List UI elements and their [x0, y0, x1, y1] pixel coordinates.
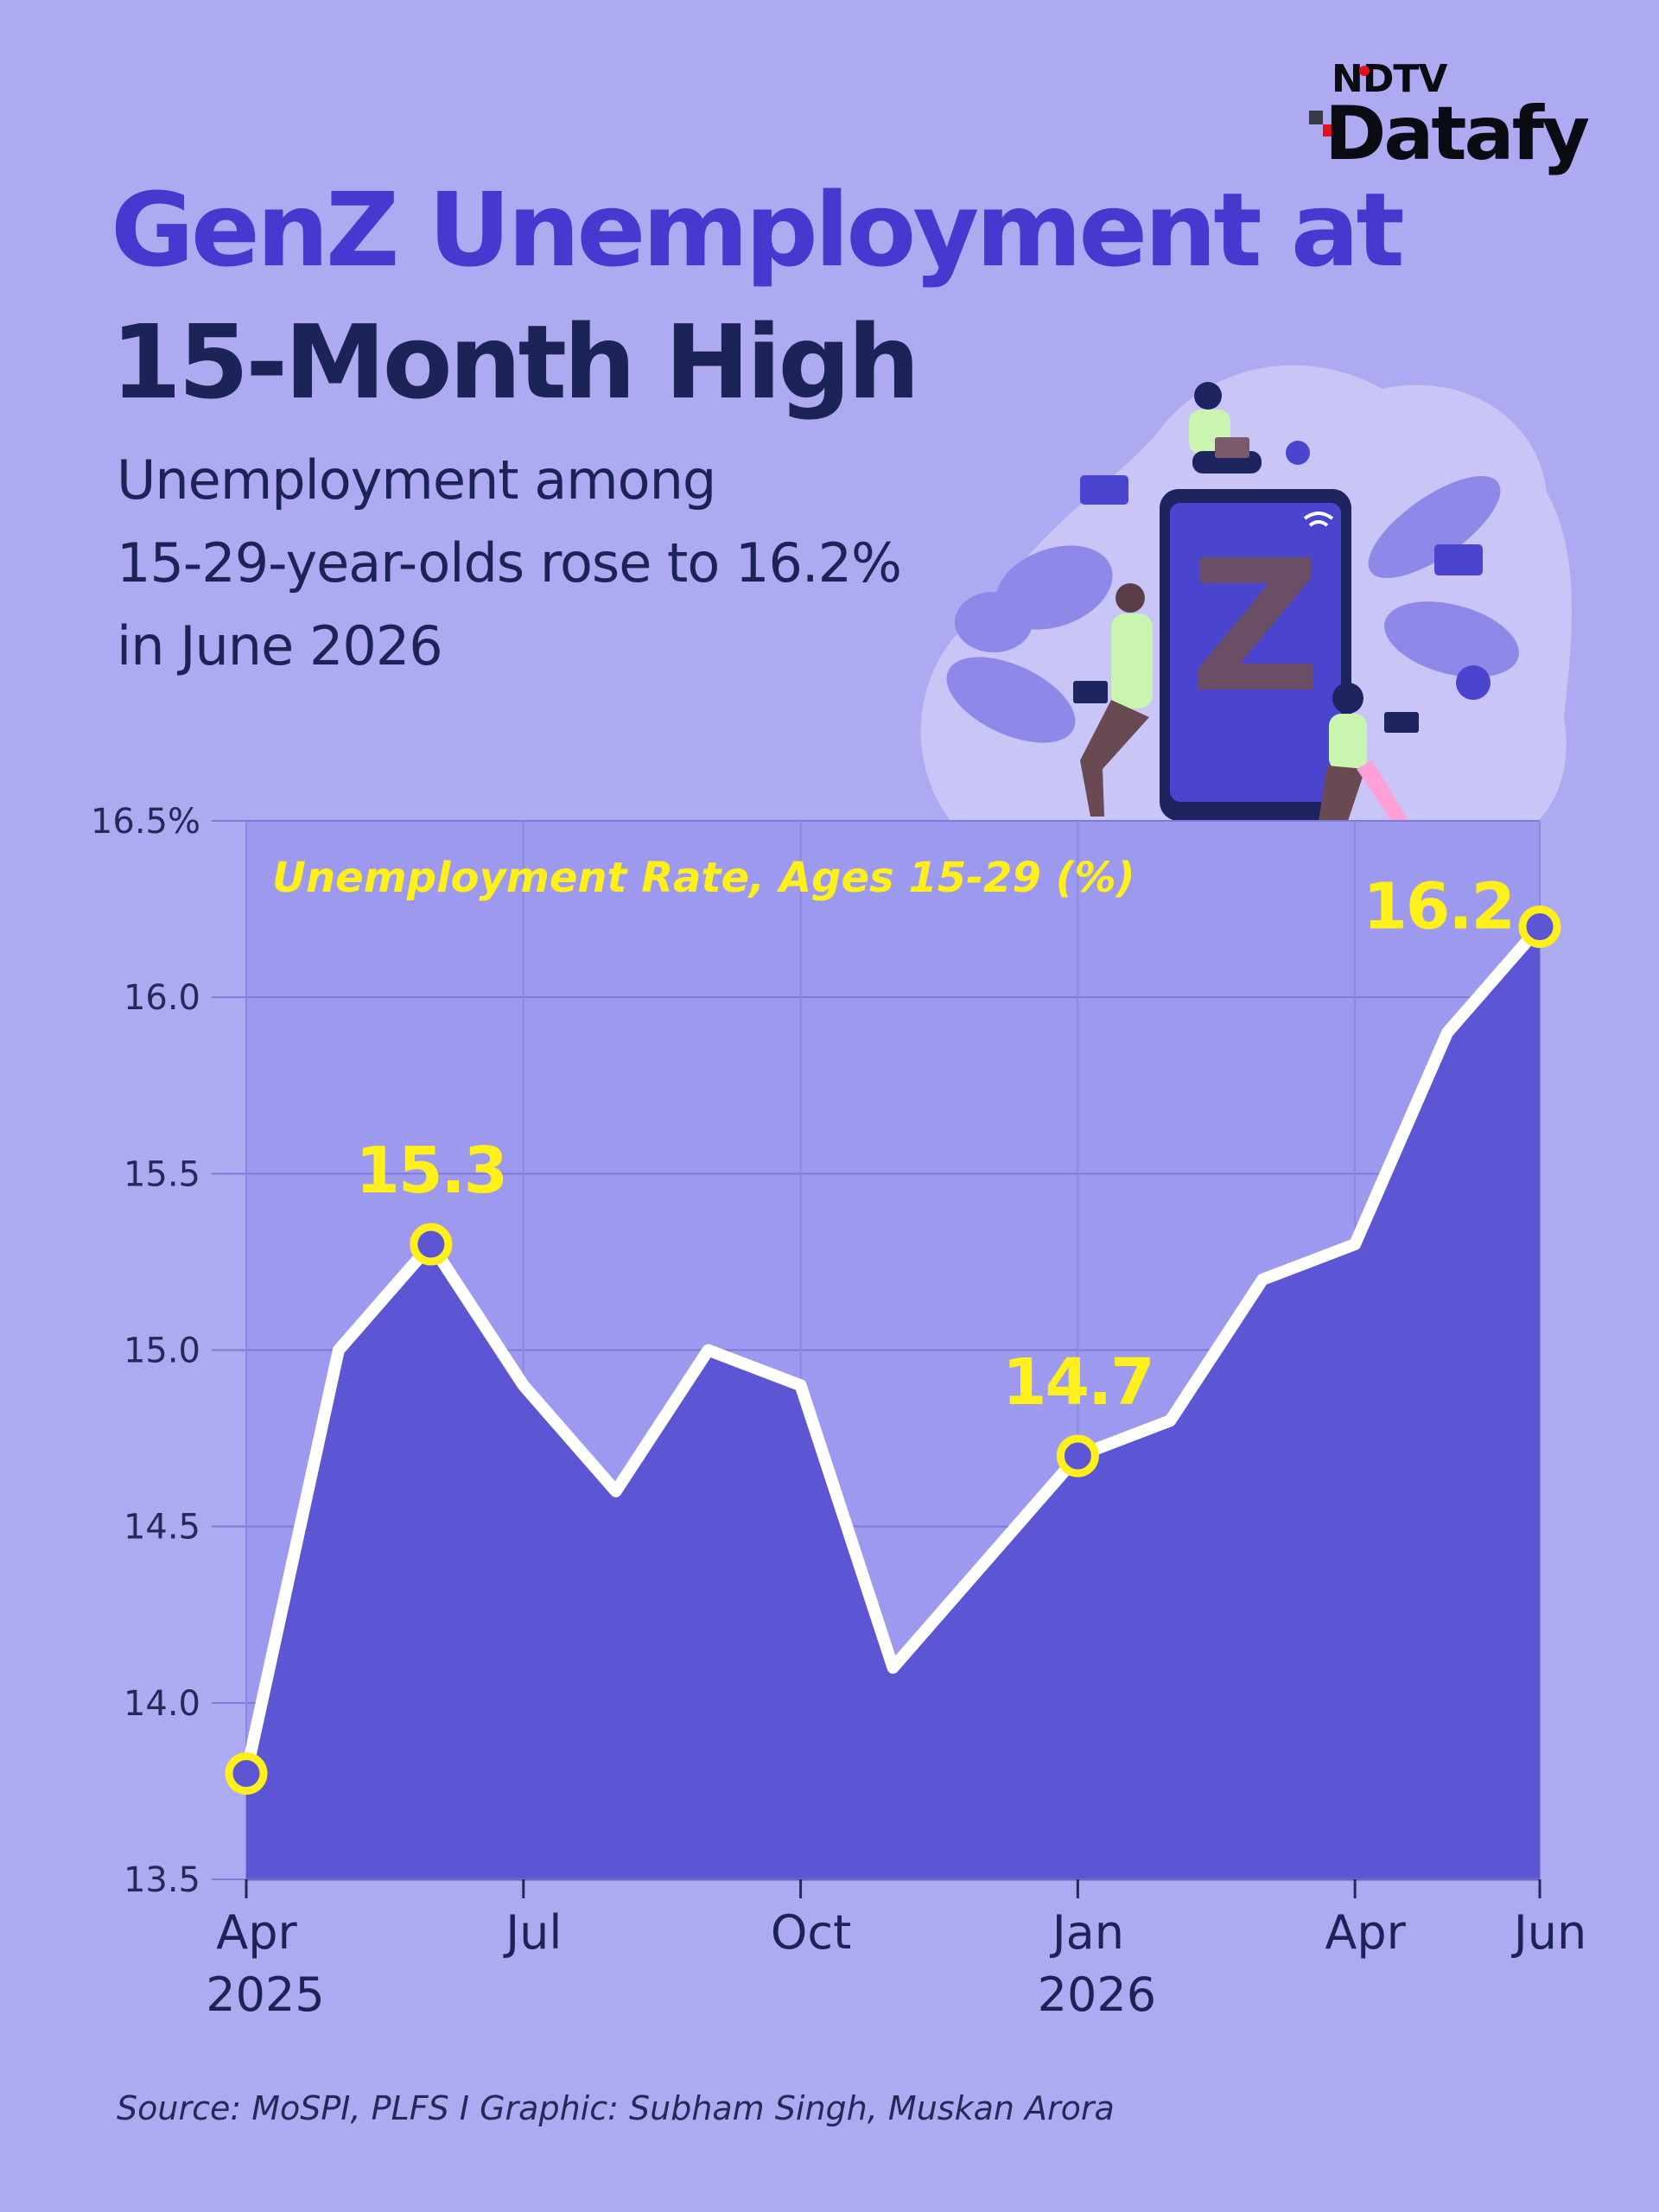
chart-title: Unemployment Rate, Ages 15-29 (%): [272, 854, 1135, 902]
logo-red-square: [1323, 124, 1335, 137]
logo-red-dot: [1359, 66, 1370, 76]
y-tick-label: 14.5: [124, 1508, 200, 1548]
y-axis: 16.5% 16.0 15.5 15.0 14.5 14.0 13.5: [91, 802, 200, 1900]
subtitle: Unemployment among 15-29-year-olds rose …: [117, 439, 946, 688]
x-tick-label: Jul: [503, 1905, 562, 1960]
title-line-1: GenZ Unemployment at: [111, 170, 1405, 289]
logo-grey-square: [1309, 111, 1323, 124]
y-tick-label: 14.0: [124, 1684, 200, 1724]
x-tick-label: Apr: [1325, 1905, 1406, 1960]
highlight-point: [1056, 1434, 1099, 1478]
genz-phone-illustration: Z: [920, 365, 1572, 821]
data-label: 14.7: [1002, 1345, 1154, 1420]
logo-datafy: Datafy: [1325, 91, 1590, 177]
chat-bubbles: [1080, 441, 1491, 700]
subtitle-line-3: in June 2026: [117, 614, 443, 677]
page-title: GenZ Unemployment at 15-Month High: [111, 164, 1405, 429]
x-tick-year: 2025: [206, 1967, 324, 2022]
title-line-2: 15-Month High: [111, 302, 920, 423]
x-tick-label: Oct: [771, 1905, 851, 1960]
person-top-icon: [1189, 382, 1262, 474]
y-tick-label: 16.0: [124, 978, 200, 1018]
ndtv-datafy-logo: NDTV Datafy: [1309, 54, 1594, 183]
y-tick-label: 16.5%: [91, 802, 200, 842]
series-line: [240, 922, 1545, 1775]
x-tick-label: Apr: [216, 1905, 297, 1960]
subtitle-line-2: 15-29-year-olds rose to 16.2%: [117, 531, 902, 594]
phone-icon: Z: [1160, 489, 1351, 821]
subtitle-line-1: Unemployment among: [117, 448, 716, 512]
x-tick-year: 2026: [1038, 1967, 1156, 2022]
logo-ndtv: NDTV: [1332, 57, 1447, 101]
source-credit: Source: MoSPI, PLFS I Graphic: Subham Si…: [117, 2089, 1115, 2127]
person-left-icon: [1073, 583, 1153, 817]
y-tick-label: 15.5: [124, 1154, 200, 1194]
y-tick-label: 13.5: [124, 1860, 200, 1900]
person-right-icon: [1319, 683, 1419, 821]
leaf-shapes: [946, 475, 1519, 743]
data-label: 15.3: [356, 1134, 507, 1208]
x-axis: Apr 2025 Jul Oct Jan 2026 Apr Jun: [206, 1878, 1586, 2022]
x-tick-label: Jan: [1050, 1905, 1124, 1960]
data-label: 16.2: [1363, 870, 1514, 944]
area-fill: [246, 926, 1540, 1879]
highlight-point: [1518, 906, 1561, 948]
highlight-points: 15.3 14.7 16.2: [225, 870, 1561, 1795]
phone-z-letter: Z: [1190, 521, 1321, 733]
highlight-point: [410, 1223, 453, 1266]
y-tick-label: 15.0: [124, 1332, 200, 1371]
x-tick-label: Jun: [1511, 1905, 1586, 1960]
highlight-point: [225, 1752, 268, 1795]
